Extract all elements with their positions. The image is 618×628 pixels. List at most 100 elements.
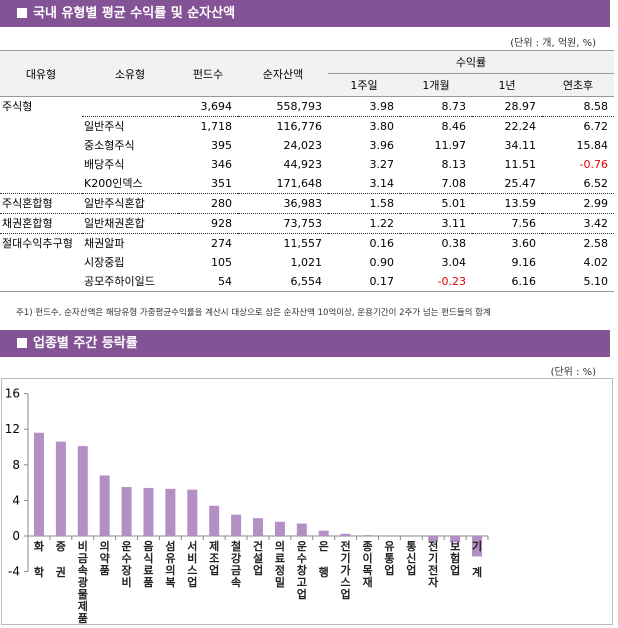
cell-minor: 일반주식혼합: [82, 193, 178, 214]
header-nav: 순자산액: [238, 50, 328, 97]
y-tick-label: 8: [12, 458, 20, 472]
cell-minor: 공모주하이일드: [84, 275, 155, 288]
cell-w1: 1.58: [328, 193, 400, 214]
bar: [362, 535, 373, 536]
cell-major: 채권혼합형: [0, 213, 82, 234]
cell-nav: 36,983: [238, 193, 328, 214]
y-tick-label: 4: [12, 493, 20, 507]
cell-w1: 3.14: [369, 177, 395, 190]
bar: [231, 514, 242, 536]
cell-nav: 6,554: [290, 275, 323, 288]
cell-w1: 3.98: [369, 100, 395, 113]
bar-chart: 16 12 8 4 0 -4 화 학 증 권 비 금 속 광 물 제 품 의 약 품 운 수 장 비 음 식 료 품 섬 유 의 복 서 비 스 업 제…: [5, 387, 489, 624]
cell-nav: 24,023: [283, 139, 323, 152]
cell-funds: 105: [211, 256, 232, 269]
cell-minor: [82, 97, 178, 117]
y-tick-label: 0: [12, 529, 20, 543]
table-row: 주식혼합형 일반주식혼합 280 36,983 1.58 5.01 13.59 2.99: [0, 193, 614, 214]
cell-minor: 중소형주식: [84, 139, 135, 152]
table-row: K200인덱스 351 171,648 3.14 7.08 25.47 6.52: [0, 174, 614, 194]
bar: [55, 441, 66, 536]
cell-m1: 8.46: [400, 116, 472, 136]
header-1m: 1개월: [400, 73, 472, 97]
cell-m1: 5.01: [400, 193, 472, 214]
table-row: 일반주식 1,718 116,776 3.80 8.46 22.24 6.72: [0, 116, 614, 137]
cell-m1: 3.04: [441, 256, 467, 269]
cell-minor: 일반채권혼합: [82, 213, 178, 234]
bar: [472, 536, 483, 557]
cell-major: [0, 174, 82, 194]
cell-ytd: 5.10: [583, 275, 609, 288]
bar: [296, 523, 307, 536]
bar: [318, 530, 329, 536]
table-row: 절대수익추구형 채권알파 274 11,557 0.16 0.38 3.60 2.58: [0, 233, 614, 253]
cell-minor: K200인덱스: [84, 177, 143, 190]
cell-funds: 346: [211, 158, 232, 171]
chart-frame: 16 12 8 4 0 -4 화 학 증 권 비 금 속 광 물 제 품 의 약 품 운 수 장 비 음 식 료 품 섬 유 의 복 서 비 스 업 제…: [1, 378, 613, 625]
section2-banner: 업종별 주간 등락률: [0, 330, 610, 357]
y-tick-label: -4: [8, 565, 20, 579]
section1-banner: 국내 유형별 평균 수익률 및 순자산액: [0, 0, 610, 27]
cell-w1: 3.96: [369, 139, 395, 152]
cell-ytd: 3.42: [542, 213, 614, 234]
cell-m1: 3.11: [400, 213, 472, 234]
cell-ytd: 4.02: [583, 256, 609, 269]
cell-major: 주식혼합형: [0, 193, 82, 214]
cell-funds: 3,694: [200, 100, 233, 113]
cell-nav: 116,776: [238, 116, 328, 136]
header-ytd: 연초후: [542, 73, 614, 97]
cell-major: [0, 117, 82, 137]
cell-w1: 1.22: [328, 213, 400, 234]
bar: [428, 536, 439, 542]
header-returns: 수익률: [328, 50, 614, 74]
table-row: 배당주식 346 44,923 3.27 8.13 11.51 -0.76: [0, 155, 614, 174]
cell-nav: 44,923: [283, 158, 323, 171]
header-major: 대유형: [0, 50, 82, 97]
bar: [33, 432, 44, 536]
table-row: 주식형 3,694 558,793 3.98 8.73 28.97 8.58: [0, 97, 614, 117]
cell-nav: 171,648: [276, 177, 323, 190]
cell-y1: 6.16: [511, 275, 537, 288]
cell-m1: 7.08: [441, 177, 467, 190]
bar: [253, 518, 263, 536]
cell-ytd: 6.72: [542, 116, 614, 136]
cell-major: [0, 272, 82, 292]
y-tick-label: 12: [5, 422, 20, 436]
cell-ytd: 8.58: [583, 100, 609, 113]
cell-y1: 11.51: [504, 158, 537, 171]
cell-minor: 시장중립: [84, 256, 125, 269]
cell-major: [0, 155, 82, 174]
header-1w: 1주일: [328, 73, 400, 97]
table-row: 중소형주식 395 24,023 3.96 11.97 34.11 15.84: [0, 136, 614, 155]
cell-ytd: 15.84: [576, 139, 609, 152]
header-minor: 소유형: [82, 50, 178, 97]
cell-major: [0, 253, 82, 272]
bar: [143, 487, 154, 536]
table-row: 시장중립 105 1,021 0.90 3.04 9.16 4.02: [0, 253, 614, 272]
table-unit: (단위 : 개, 억원, %): [510, 38, 596, 49]
square-icon: [17, 338, 27, 348]
chart-unit: (단위 : %): [550, 367, 596, 378]
cell-m1: -0.23: [437, 275, 466, 288]
cell-y1: 9.16: [511, 256, 537, 269]
cell-m1: 0.38: [400, 233, 472, 253]
bar: [77, 446, 88, 536]
bar: [187, 489, 198, 536]
cell-y1: 22.24: [472, 116, 542, 136]
cell-m1: 8.73: [441, 100, 467, 113]
